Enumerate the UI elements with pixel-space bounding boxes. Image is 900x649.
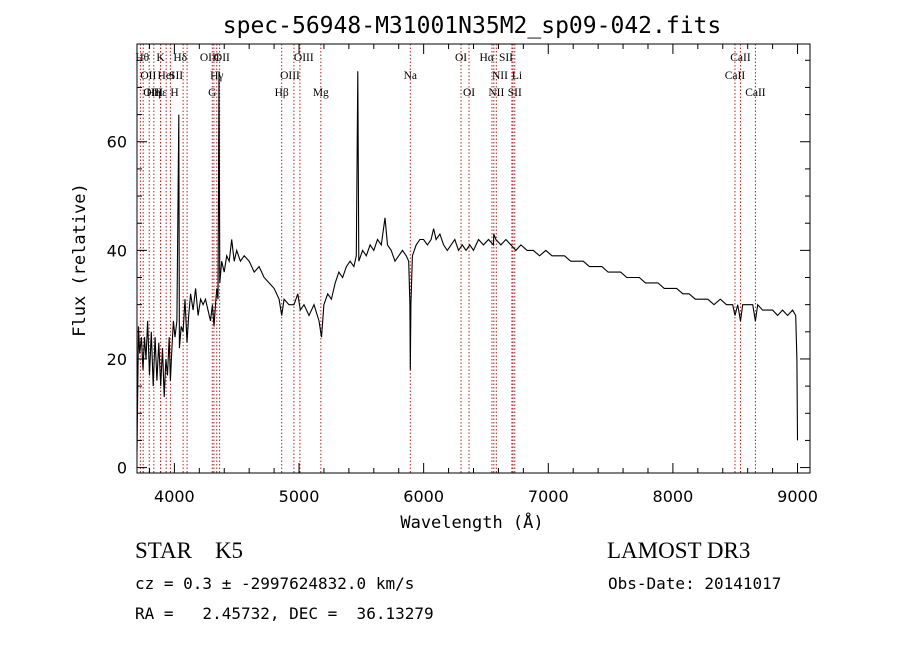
line-label-17: Mg xyxy=(313,87,329,99)
line-label-0: Hθ xyxy=(135,52,149,64)
line-label-13: OIII xyxy=(200,52,220,64)
line-label-14: OIII xyxy=(294,52,314,64)
line-label-28: CaII xyxy=(730,52,751,64)
y-tick-label-0: 0 xyxy=(117,459,127,478)
spectrum-chart: spec-56948-M31001N35M2_sp09-042.fits Hθ O… xyxy=(70,13,818,533)
x-tick-label-6000: 6000 xyxy=(403,487,444,506)
line-label-11: Hγ xyxy=(210,70,223,82)
x-tick-label-5000: 5000 xyxy=(279,487,320,506)
line-label-25: Li xyxy=(512,70,522,82)
line-label-1: OII xyxy=(140,70,156,82)
line-label-24: SII xyxy=(499,52,513,64)
tick-labels: 4000 5000 6000 7000 8000 9000 0 20 40 60 xyxy=(107,133,818,506)
y-tick-label-40: 40 xyxy=(107,241,127,260)
line-label-6: Hη xyxy=(146,87,160,99)
object-class-text: STAR K5 xyxy=(135,538,244,563)
line-label-26: SII xyxy=(508,87,522,99)
line-label-8: SII xyxy=(169,70,183,82)
redshift-text: cz = 0.3 ± -2997624832.0 km/s xyxy=(135,574,415,593)
plot-frame xyxy=(136,43,811,474)
y-tick-label-60: 60 xyxy=(107,133,127,152)
spectral-line-markers xyxy=(139,44,756,473)
line-label-2: OIII xyxy=(143,87,163,99)
line-label-18: Na xyxy=(404,70,417,82)
survey-name-text: LAMOST DR3 xyxy=(607,538,751,563)
line-label-10: OII xyxy=(214,52,230,64)
x-tick-label-7000: 7000 xyxy=(528,487,569,506)
line-label-12: G xyxy=(208,87,216,99)
line-label-21: Hα xyxy=(479,52,493,64)
chart-title: spec-56948-M31001N35M2_sp09-042.fits xyxy=(223,13,722,39)
line-label-29: CaII xyxy=(745,87,766,99)
flux-series-line xyxy=(136,71,799,452)
x-tick-label-9000: 9000 xyxy=(777,487,818,506)
line-label-9: Hδ xyxy=(173,52,187,64)
line-label-19: OI xyxy=(455,52,467,64)
line-label-16: Hβ xyxy=(275,87,289,99)
plot-axes xyxy=(136,43,811,474)
y-axis-label: Flux (relative) xyxy=(70,183,90,337)
x-axis-label: Wavelength (Å) xyxy=(400,511,543,533)
line-label-5: HeI xyxy=(158,70,175,82)
obs-date-text: Obs-Date: 20141017 xyxy=(608,574,782,593)
line-label-7: H xyxy=(170,87,178,99)
coordinates-text: RA = 2.45732, DEC = 36.13279 xyxy=(135,604,434,623)
line-label-23: NII xyxy=(488,87,504,99)
line-label-3: Hε xyxy=(154,87,167,99)
line-label-27: CaII xyxy=(725,70,746,82)
y-tick-label-20: 20 xyxy=(107,350,127,369)
line-label-20: OI xyxy=(463,87,475,99)
line-label-15: OIII xyxy=(280,70,300,82)
x-tick-label-8000: 8000 xyxy=(653,487,694,506)
line-label-4: K xyxy=(156,52,165,64)
x-tick-label-4000: 4000 xyxy=(154,487,195,506)
line-label-22: NII xyxy=(492,70,508,82)
